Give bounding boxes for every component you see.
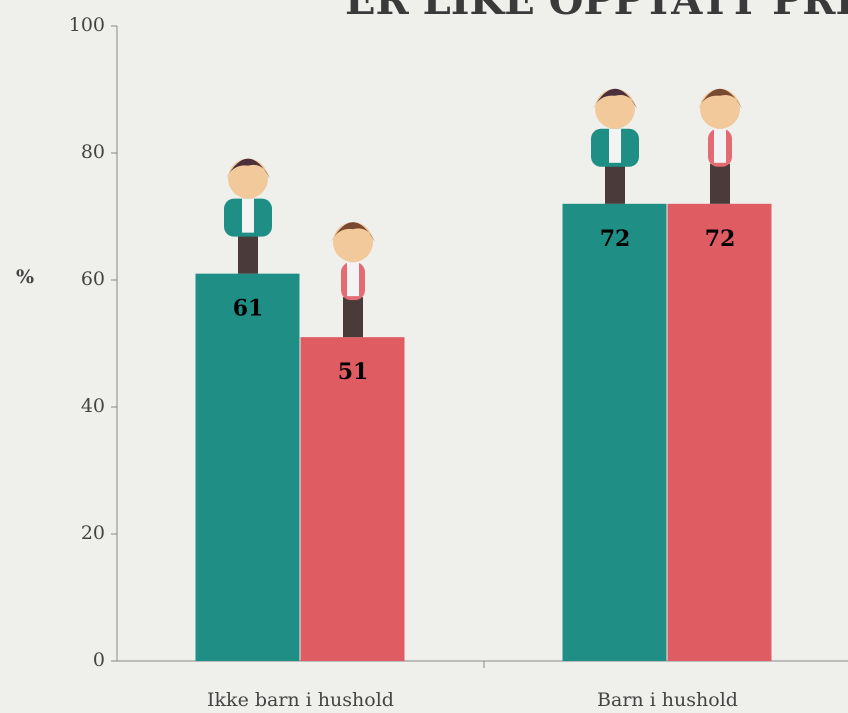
bar bbox=[301, 337, 405, 661]
y-tick-label: 20 bbox=[81, 522, 105, 544]
value-label: 72 bbox=[600, 226, 631, 252]
chart: ER LIKE OPPTATT PRIV % 0 20 40 60 80 100 Ikke … bbox=[0, 0, 848, 713]
y-tick-label: 60 bbox=[81, 268, 105, 290]
y-tick-label: 80 bbox=[81, 141, 105, 163]
x-tick-label: Ikke barn i hushold bbox=[207, 689, 394, 711]
figure-shirt bbox=[242, 199, 254, 233]
y-tick-label: 40 bbox=[81, 395, 105, 417]
y-tick-label: 100 bbox=[69, 14, 105, 36]
figure-shirt bbox=[714, 129, 726, 163]
bar bbox=[668, 204, 772, 661]
chart-title: ER LIKE OPPTATT PRIV bbox=[345, 0, 848, 24]
bar bbox=[563, 204, 667, 661]
figure-legs bbox=[710, 164, 730, 204]
value-label: 61 bbox=[233, 296, 264, 322]
y-tick-label: 0 bbox=[93, 649, 105, 671]
bar bbox=[196, 274, 300, 661]
figure-legs bbox=[605, 164, 625, 204]
figure-legs bbox=[238, 234, 258, 274]
figure-shirt bbox=[609, 129, 621, 163]
value-label: 72 bbox=[705, 226, 736, 252]
figure-shirt bbox=[347, 262, 359, 296]
x-tick-label: Barn i hushold bbox=[597, 689, 738, 711]
value-label: 51 bbox=[338, 359, 369, 385]
y-axis-label: % bbox=[16, 266, 34, 288]
figure-legs bbox=[343, 297, 363, 337]
